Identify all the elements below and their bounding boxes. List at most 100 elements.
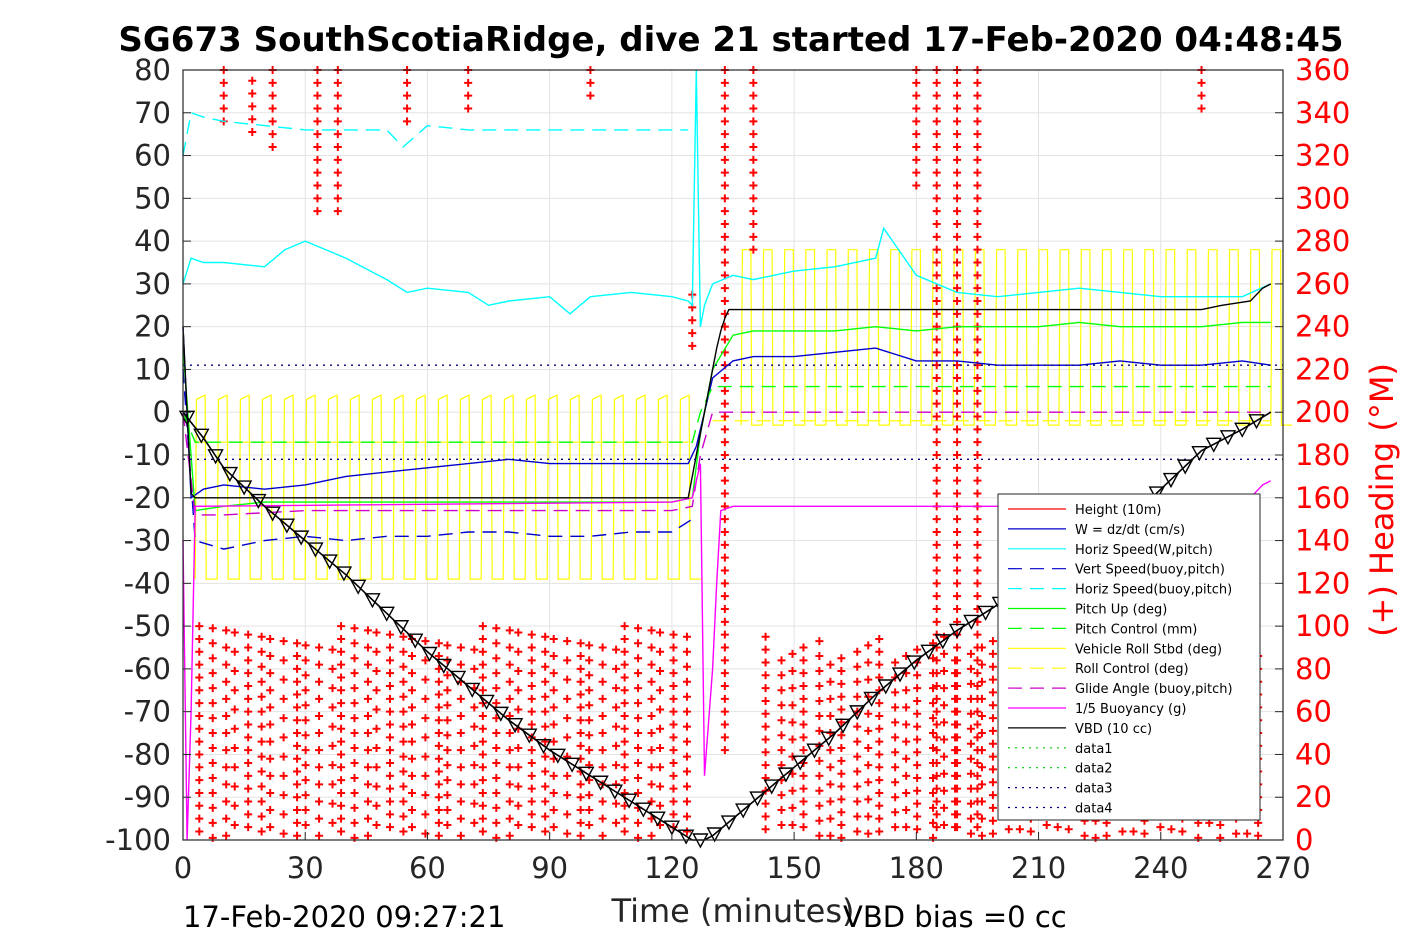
depth-marker <box>720 815 738 831</box>
heading-marker <box>973 232 982 241</box>
heading-marker <box>407 686 416 695</box>
heading-marker <box>293 767 302 776</box>
heading-marker <box>966 664 975 673</box>
x-tick-label: 30 <box>287 851 324 885</box>
heading-marker <box>620 776 629 785</box>
legend: Height (10m) W = dz/dt (cm/s) Horiz Speed(… <box>997 493 1261 821</box>
heading-marker <box>973 91 982 100</box>
heading-marker <box>799 823 808 832</box>
heading-marker <box>279 656 288 665</box>
heading-marker <box>913 722 922 731</box>
heading-marker <box>385 759 394 767</box>
depth-marker <box>948 623 966 639</box>
heading-marker <box>902 686 911 695</box>
heading-marker <box>656 647 665 656</box>
heading-marker <box>875 776 884 785</box>
heading-marker <box>230 821 239 830</box>
heading-marker <box>647 677 656 686</box>
heading-marker <box>973 130 982 139</box>
heading-marker <box>527 707 536 716</box>
heading-marker <box>470 741 479 750</box>
heading-marker <box>826 729 835 738</box>
heading-marker <box>372 628 381 637</box>
heading-marker <box>973 399 982 408</box>
heading-marker <box>656 782 665 791</box>
heading-marker <box>932 784 941 793</box>
heading-marker <box>932 232 941 241</box>
heading-marker <box>434 690 443 699</box>
y-tick-label: -10 <box>124 438 171 472</box>
heading-marker <box>864 778 873 787</box>
heading-marker <box>1197 78 1206 87</box>
heading-marker <box>973 694 982 703</box>
heading-marker <box>815 786 824 795</box>
heading-marker <box>541 662 550 671</box>
heading-marker <box>988 791 997 800</box>
heading-marker <box>222 694 231 703</box>
heading-marker <box>932 412 941 421</box>
heading-marker <box>761 748 770 757</box>
heading-marker <box>837 744 846 753</box>
heading-marker <box>988 726 997 735</box>
heading-marker <box>788 718 797 727</box>
heading-marker <box>837 731 846 740</box>
heading-marker <box>478 763 487 772</box>
heading-marker <box>988 714 997 723</box>
heading-marker <box>195 660 204 669</box>
heading-marker <box>478 750 487 759</box>
heading-marker <box>195 647 204 656</box>
heading-marker <box>953 605 962 613</box>
heading-marker <box>244 733 253 742</box>
heading-marker <box>973 386 982 395</box>
heading-marker <box>940 649 949 658</box>
heading-marker <box>350 684 359 693</box>
heading-marker <box>788 649 797 658</box>
heading-marker <box>313 130 322 139</box>
heading-marker <box>456 694 465 703</box>
heading-marker <box>443 731 452 740</box>
heading-marker <box>385 643 394 652</box>
heading-marker <box>973 553 982 562</box>
series-line-6 <box>182 385 1271 443</box>
heading-marker <box>576 677 585 686</box>
heading-marker <box>222 814 231 823</box>
heading-marker <box>788 803 797 812</box>
heading-marker <box>315 763 324 772</box>
heading-marker <box>208 759 217 767</box>
heading-marker <box>541 632 550 641</box>
heading-marker <box>682 752 691 761</box>
heading-marker <box>492 759 501 767</box>
heading-marker <box>720 284 729 293</box>
heading-marker <box>837 769 846 778</box>
heading-marker <box>244 669 253 678</box>
heading-marker <box>598 694 607 703</box>
heading-marker <box>815 682 824 690</box>
heading-marker <box>966 754 975 763</box>
heading-marker <box>244 643 253 652</box>
heading-marker <box>988 662 997 671</box>
heading-marker <box>434 677 443 686</box>
heading-marker <box>195 699 204 708</box>
heading-marker <box>598 729 607 738</box>
y2-tick-label: 80 <box>1295 652 1332 686</box>
heading-marker <box>720 399 729 408</box>
heading-marker <box>656 744 665 753</box>
heading-marker <box>875 660 884 669</box>
heading-marker <box>443 686 452 695</box>
heading-marker <box>363 711 372 720</box>
heading-marker <box>799 746 808 755</box>
heading-marker <box>912 91 921 100</box>
heading-marker <box>932 438 941 447</box>
heading-marker <box>443 746 452 755</box>
heading-marker <box>195 711 204 720</box>
heading-marker <box>337 814 346 823</box>
heading-marker <box>912 143 921 151</box>
heading-marker <box>208 803 217 812</box>
heading-marker <box>864 795 873 804</box>
heading-marker <box>372 782 381 791</box>
heading-marker <box>837 795 846 804</box>
heading-marker <box>973 451 982 459</box>
heading-marker <box>293 780 302 789</box>
heading-marker <box>576 652 585 661</box>
heading-marker <box>612 703 621 712</box>
